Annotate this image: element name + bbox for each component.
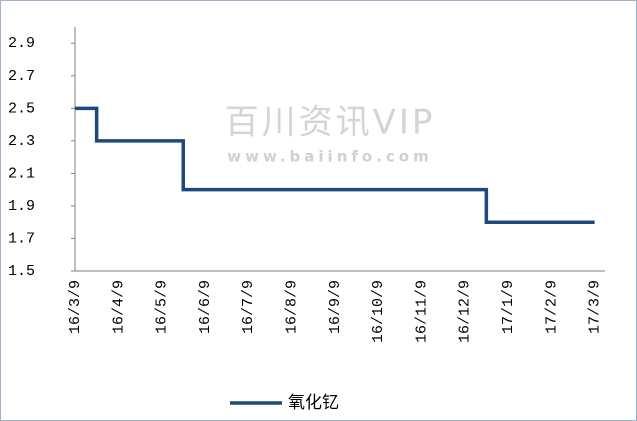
x-tick-label: 16/9/9 xyxy=(327,280,344,334)
data-line xyxy=(75,106,595,224)
legend-label: 氧化钇 xyxy=(288,393,339,413)
y-tick-label: 2.9 xyxy=(8,35,35,52)
y-tick-label: 2.1 xyxy=(8,165,35,182)
x-tick-label: 16/8/9 xyxy=(283,280,300,334)
x-tick-label: 16/5/9 xyxy=(154,280,171,334)
y-tick-label: 1.7 xyxy=(8,230,35,247)
y-tick-label: 1.9 xyxy=(8,198,35,215)
y-tick-label: 2.7 xyxy=(8,68,35,85)
x-tick-label: 17/2/9 xyxy=(543,280,560,334)
x-tick-label: 16/6/9 xyxy=(197,280,214,334)
x-tick-label: 16/7/9 xyxy=(240,280,257,334)
y-tick-label: 2.5 xyxy=(8,100,35,117)
x-tick-label: 17/1/9 xyxy=(500,280,517,334)
y-tick-label: 1.5 xyxy=(8,263,35,280)
x-tick-label: 16/12/9 xyxy=(457,280,474,343)
x-tick-label: 16/4/9 xyxy=(110,280,127,334)
watermark-title: 百川资讯VIP xyxy=(225,103,436,143)
x-tick-label: 16/3/9 xyxy=(67,280,84,334)
y-tick-label: 2.3 xyxy=(8,133,35,150)
x-tick-label: 16/11/9 xyxy=(413,280,430,343)
watermark-url: www.baiinfo.com xyxy=(227,148,433,166)
x-tick-label: 17/3/9 xyxy=(587,280,604,334)
x-tick-label: 16/10/9 xyxy=(370,280,387,343)
